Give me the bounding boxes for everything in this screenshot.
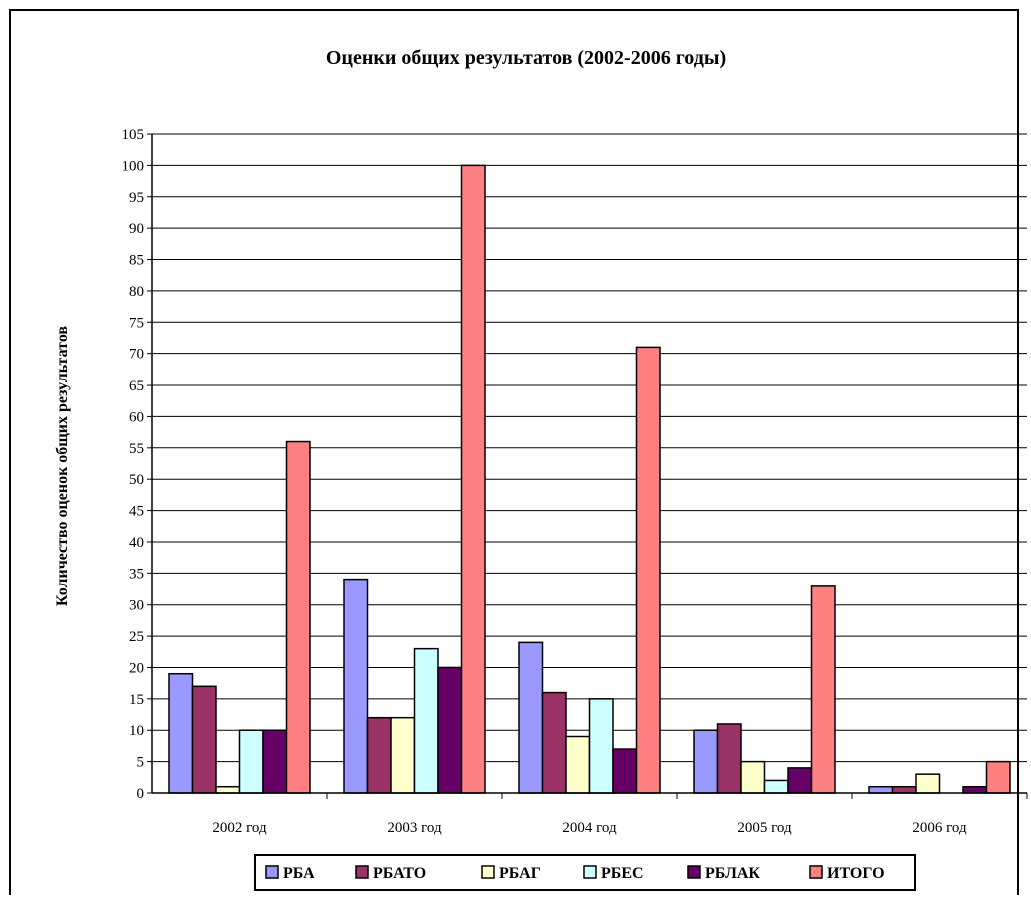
- x-tick-label: 2003 год: [387, 820, 442, 836]
- legend-swatch-5: [687, 865, 701, 879]
- bars: [168, 164, 1011, 794]
- y-tick-label: 40: [129, 535, 144, 551]
- bar-5-2: [437, 666, 463, 794]
- gridlines: [152, 133, 1027, 763]
- bar-1-4: [693, 729, 719, 794]
- bar-1-3: [518, 641, 544, 794]
- y-tick-label: 60: [129, 409, 144, 425]
- y-tick-label: 90: [129, 221, 144, 237]
- bar-1-5: [868, 785, 894, 794]
- bar-4-4: [763, 779, 789, 794]
- x-tick-label: 2002 год: [212, 820, 267, 836]
- x-tick-label: 2006 год: [912, 820, 967, 836]
- legend-label-2: РБАТО: [373, 865, 426, 882]
- bar-2-3: [541, 691, 567, 794]
- x-tick-label: 2005 год: [737, 820, 792, 836]
- y-tick-label: 95: [129, 190, 144, 206]
- axes: [147, 133, 1028, 799]
- bar-3-2: [390, 716, 416, 794]
- bar-6-5: [985, 760, 1011, 794]
- bar-5-3: [612, 748, 638, 794]
- bar-5-4: [787, 767, 813, 794]
- legend-label-4: РБЕС: [601, 865, 644, 882]
- y-tick-label: 30: [129, 598, 144, 614]
- y-tick-label: 55: [129, 441, 144, 457]
- legend-swatch-1: [265, 865, 279, 879]
- y-tick-label: 15: [129, 692, 144, 708]
- chart-title: Оценки общих результатов (2002-2006 годы…: [326, 47, 726, 69]
- y-tick-label: 85: [129, 253, 144, 269]
- bar-6-3: [635, 346, 661, 794]
- bar-3-3: [565, 735, 591, 794]
- bar-4-3: [588, 698, 614, 794]
- x-tick-labels: 2002 год 2003 год 2004 год 2005 год 2006 год: [212, 820, 967, 836]
- bar-3-5: [915, 773, 941, 794]
- legend-label-6: ИТОГО: [827, 865, 885, 882]
- bar-6-4: [810, 585, 836, 794]
- bar-3-4: [740, 760, 766, 794]
- legend-label-3: РБАГ: [499, 865, 541, 882]
- y-tick-label: 75: [129, 315, 144, 331]
- y-tick-label: 10: [129, 723, 144, 739]
- y-tick-label: 20: [129, 660, 144, 676]
- y-tick-label: 25: [129, 629, 144, 645]
- legend: РБА РБАТО РБАГ РБЕС РБЛАК ИТОГО: [254, 854, 916, 891]
- bar-2-5: [891, 785, 917, 794]
- y-axis-label: Количество оценок общих результатов: [54, 326, 71, 607]
- y-tick-label: 0: [137, 786, 145, 802]
- y-tick-label: 35: [129, 566, 144, 582]
- y-tick-label: 100: [122, 158, 145, 174]
- y-tick-label: 70: [129, 347, 144, 363]
- x-tick-label: 2004 год: [562, 820, 617, 836]
- y-tick-label: 45: [129, 504, 144, 520]
- y-tick-label: 5: [137, 755, 145, 771]
- bar-2-1: [191, 685, 217, 794]
- bar-1-2: [343, 578, 369, 794]
- legend-swatch-4: [583, 865, 597, 879]
- bar-5-5: [962, 785, 988, 794]
- y-tick-labels: 0 5 10 15 20 25 30 35 40 45 50 55 60 65 70 75 80 85 90 95 10…: [122, 127, 145, 802]
- bar-5-1: [262, 729, 288, 794]
- bar-3-1: [215, 785, 241, 794]
- bar-1-1: [168, 673, 194, 794]
- bar-6-2: [460, 164, 486, 794]
- bar-4-2: [413, 647, 439, 794]
- y-tick-label: 105: [122, 127, 145, 143]
- bar-4-1: [238, 729, 264, 794]
- y-tick-label: 65: [129, 378, 144, 394]
- bar-6-1: [285, 440, 311, 794]
- legend-label-1: РБА: [283, 865, 315, 882]
- legend-label-5: РБЛАК: [705, 865, 760, 882]
- y-tick-label: 80: [129, 284, 144, 300]
- bar-2-4: [716, 723, 742, 794]
- legend-swatch-3: [481, 865, 495, 879]
- legend-swatch-2: [355, 865, 369, 879]
- y-tick-label: 50: [129, 472, 144, 488]
- bar-2-2: [366, 716, 392, 794]
- legend-swatch-6: [809, 865, 823, 879]
